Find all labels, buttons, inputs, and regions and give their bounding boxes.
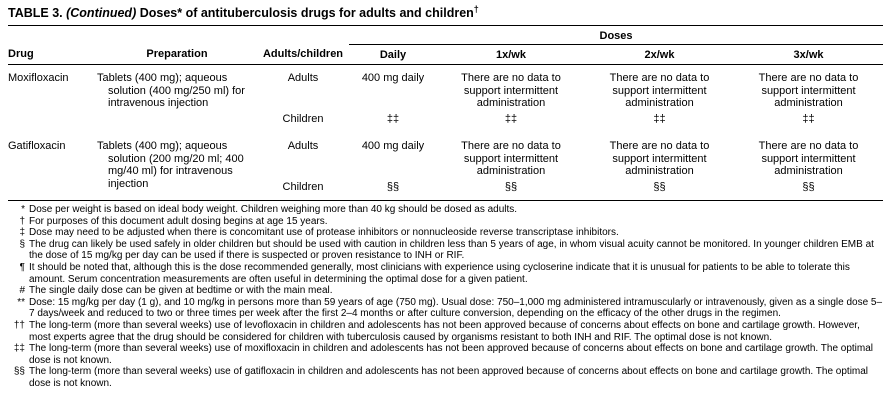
doses-header-spacer [8, 27, 349, 44]
footnote-marker: ‡ [19, 227, 25, 239]
footnote-marker: ¶ [19, 261, 25, 273]
dose-2xwk-children: ‡‡ [653, 112, 666, 125]
footnote-row: †† The long-term (more than several week… [8, 320, 883, 343]
drug-block-gatifloxacin: Gatifloxacin Tablets (400 mg); aqueous s… [8, 125, 883, 193]
dose-daily-children: ‡‡ [386, 112, 400, 125]
footnote-row: ‡ Dose may need to be adjusted when ther… [8, 227, 883, 239]
drug-block-moxifloxacin: Moxifloxacin Tablets (400 mg); aqueous s… [8, 65, 883, 126]
footnote-text: Dose: 15 mg/kg per day (1 g), and 10 mg/… [29, 296, 883, 320]
footnote-marker: * [21, 204, 25, 215]
footnote-marker: †† [13, 319, 25, 331]
footnote-row: § The drug can likely be used safely in … [8, 239, 883, 262]
dose-daily-adults: 400 mg daily [361, 140, 425, 152]
footnote-row: # The single daily dose can be given at … [8, 285, 883, 297]
col-header-2x-wk: 2x/wk [585, 44, 734, 65]
footnote-marker: § [19, 238, 25, 250]
adults-label: Adults [287, 140, 319, 152]
drug-name: Moxifloxacin [8, 72, 69, 84]
dose-3xwk-children: ‡‡ [802, 112, 815, 125]
children-label: Children [282, 112, 324, 125]
dose-1xwk-children: §§ [504, 180, 518, 193]
doses-group-header: Doses [349, 27, 884, 45]
col-header-adults-children: Adults/children [257, 44, 349, 65]
footnote-row: ¶ It should be noted that, although this… [8, 262, 883, 285]
dose-2xwk-children: §§ [653, 180, 666, 193]
footnote-text: It should be noted that, although this i… [29, 261, 850, 285]
title-table-number: TABLE 3. [8, 6, 67, 20]
adults-label: Adults [287, 72, 319, 84]
dose-1xwk-adults: There are no data to support intermitten… [461, 72, 561, 109]
footnote-marker: ‡‡ [13, 343, 25, 355]
table-row: Moxifloxacin Tablets (400 mg); aqueous s… [8, 65, 883, 110]
table-row: Gatifloxacin Tablets (400 mg); aqueous s… [8, 125, 883, 190]
dose-daily-adults: 400 mg daily [361, 72, 425, 84]
footnote-marker: † [19, 215, 25, 227]
footnote-row: ** Dose: 15 mg/kg per day (1 g), and 10 … [8, 297, 883, 320]
col-header-preparation: Preparation [97, 44, 257, 65]
dose-2xwk-adults: There are no data to support intermitten… [609, 140, 710, 177]
drug-name: Gatifloxacin [8, 140, 66, 152]
col-header-3x-wk: 3x/wk [734, 44, 884, 65]
footnote-text: The drug can likely be used safely in ol… [29, 238, 874, 262]
footnotes: * Dose per weight is based on ideal body… [8, 201, 883, 390]
dose-daily-children: §§ [386, 180, 400, 193]
col-header-1x-wk: 1x/wk [437, 44, 585, 65]
dose-2xwk-adults: There are no data to support intermitten… [609, 72, 710, 109]
footnote-text: Dose per weight is based on ideal body w… [29, 204, 518, 215]
col-header-drug: Drug [8, 44, 97, 65]
preparation: Tablets (400 mg); aqueous solution (400 … [97, 72, 245, 109]
footnote-marker: §§ [13, 366, 25, 378]
dose-1xwk-adults: There are no data to support intermitten… [461, 140, 561, 177]
footnote-marker: # [19, 285, 25, 297]
footnote-text: For purposes of this document adult dosi… [29, 215, 328, 227]
title-text: Doses* of antituberculosis drugs for adu… [136, 6, 474, 20]
column-header-row: Drug Preparation Adults/children Daily 1… [8, 44, 884, 65]
dose-3xwk-children: §§ [802, 180, 815, 193]
dose-3xwk-adults: There are no data to support intermitten… [758, 72, 859, 109]
table-bottom-rule [8, 200, 883, 201]
footnote-row: * Dose per weight is based on ideal body… [8, 204, 883, 216]
footnote-marker: ** [17, 296, 25, 308]
title-continued: (Continued) [66, 6, 137, 20]
footnote-text: The long-term (more than several weeks) … [29, 366, 869, 389]
children-label: Children [282, 180, 324, 193]
title-rule [8, 25, 883, 26]
table-row: Children §§ §§ §§ §§ [8, 178, 883, 194]
footnote-row: §§ The long-term (more than several week… [8, 366, 883, 389]
doses-table: Doses Drug Preparation Adults/children D… [8, 27, 884, 193]
footnote-row: ‡‡ The long-term (more than several week… [8, 343, 883, 366]
page-title: TABLE 3. (Continued) Doses* of antituber… [8, 3, 883, 25]
table-row: Children ‡‡ ‡‡ ‡‡ ‡‡ [8, 110, 883, 126]
footnote-text: The single daily dose can be given at be… [29, 285, 333, 297]
dose-1xwk-children: ‡‡ [504, 112, 518, 125]
table-head: Doses Drug Preparation Adults/children D… [8, 27, 884, 65]
footnote-text: Dose may need to be adjusted when there … [29, 227, 619, 239]
preparation: Tablets (400 mg); aqueous solution (200 … [97, 140, 244, 190]
footnote-text: The long-term (more than several weeks) … [29, 343, 874, 366]
title-dagger: † [473, 3, 479, 14]
doses-group-row: Doses [8, 27, 884, 45]
footnote-row: † For purposes of this document adult do… [8, 216, 883, 228]
footnote-text: The long-term (more than several weeks) … [29, 319, 860, 343]
col-header-daily: Daily [349, 44, 437, 65]
dose-3xwk-adults: There are no data to support intermitten… [758, 140, 859, 177]
